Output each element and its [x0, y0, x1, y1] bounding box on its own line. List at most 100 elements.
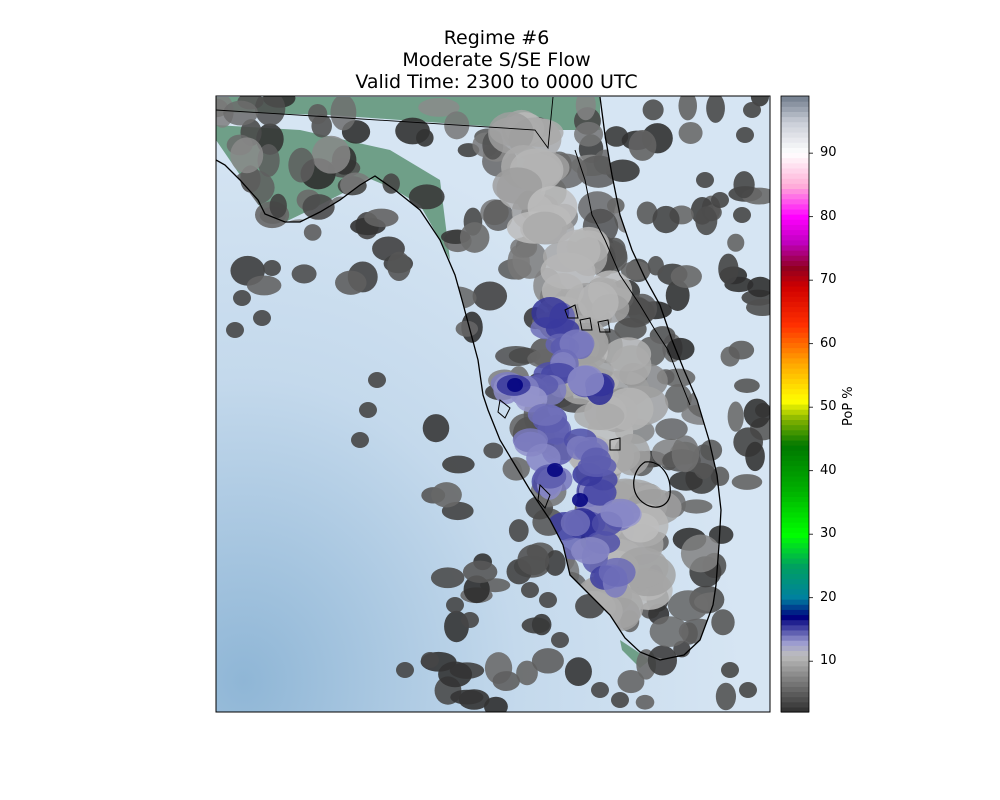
colorbar-segment: [781, 635, 809, 641]
pop-cell-low: [680, 499, 713, 514]
pop-cell-moderate: [257, 144, 280, 177]
colorbar-tick-label: 30: [820, 526, 837, 542]
colorbar-segment: [781, 101, 809, 107]
colorbar-segment: [781, 224, 809, 231]
colorbar: [781, 96, 809, 713]
pop-cell-isolated: [351, 432, 369, 448]
pop-cell-isolated: [446, 597, 464, 613]
pop-cell-low: [727, 233, 745, 252]
colorbar-segment: [781, 321, 809, 328]
colorbar-segment: [781, 604, 809, 610]
pop-cell-isolated: [696, 172, 714, 188]
colorbar-segment: [781, 280, 809, 287]
colorbar-segment: [781, 198, 809, 205]
pop-cell-high: [574, 402, 625, 431]
pop-cell-low: [516, 660, 538, 686]
pop-cell-low: [635, 694, 655, 710]
pop-cell-low: [408, 184, 445, 210]
colorbar-segment: [781, 629, 809, 636]
colorbar-segment: [781, 419, 809, 426]
colorbar-segment: [781, 244, 809, 251]
colorbar-segment: [781, 429, 809, 436]
pop-cell-high: [577, 281, 619, 323]
title-regime: Regime #6: [443, 27, 550, 49]
pop-cell-low: [422, 414, 450, 443]
pop-cell-low: [395, 117, 430, 145]
colorbar-segment: [781, 398, 809, 405]
pop-cell-low: [647, 645, 678, 676]
pop-cell-moderate: [311, 135, 351, 174]
colorbar-segment: [781, 250, 809, 256]
state-border: [216, 96, 554, 150]
pop-cell-low: [647, 255, 664, 276]
colorbar-segment: [781, 511, 809, 518]
colorbar-segment: [781, 619, 809, 626]
pop-cell-low: [743, 398, 770, 428]
colorbar-segment: [781, 655, 809, 662]
pop-cell-low: [442, 455, 475, 474]
pop-cell-low: [544, 550, 566, 576]
pop-cell-high: [613, 433, 651, 476]
colorbar-segment: [781, 368, 809, 374]
pop-cell-low: [718, 253, 739, 285]
pop-cell-max: [600, 498, 641, 528]
colorbar-segment: [781, 527, 809, 533]
pop-cell-low: [628, 129, 657, 161]
pop-cell-low: [745, 441, 765, 472]
pop-cell-low: [605, 159, 640, 183]
colorbar-segment: [781, 167, 809, 174]
colorbar-segment: [781, 147, 809, 154]
colorbar-segment: [781, 573, 809, 580]
pop-cell-low: [517, 544, 550, 576]
pop-cell-low: [303, 224, 322, 241]
colorbar-segment: [781, 142, 809, 148]
pop-cell-low: [617, 669, 645, 694]
colorbar-segment: [781, 337, 809, 343]
pop-cell-isolated: [368, 372, 386, 388]
pop-cell-low: [387, 251, 411, 281]
colorbar-segment: [781, 516, 809, 523]
colorbar-segment: [781, 229, 809, 236]
colorbar-segment: [781, 265, 809, 272]
pop-cell-moderate: [330, 97, 357, 131]
colorbar-segment: [781, 291, 809, 297]
pop-cell-isolated: [233, 290, 251, 306]
colorbar-segment: [781, 496, 809, 503]
colorbar-segment: [781, 450, 809, 456]
pop-cell-low: [734, 378, 760, 393]
pop-cell-low: [483, 442, 504, 459]
pop-cell-moderate: [418, 98, 460, 117]
pop-cell-low: [531, 613, 552, 636]
colorbar-segment: [781, 501, 809, 508]
pop-cell-isolated: [743, 102, 761, 118]
pop-cell-low: [652, 205, 680, 234]
pop-cell-isolated: [359, 402, 377, 418]
pop-cell-low: [430, 567, 465, 589]
colorbar-segment: [781, 424, 809, 431]
colorbar-segment: [781, 409, 809, 415]
colorbar-segment: [781, 558, 809, 564]
colorbar-segment: [781, 455, 809, 462]
pop-cell-isolated: [421, 652, 439, 668]
colorbar-segment: [781, 373, 809, 379]
pop-cell-low: [745, 298, 770, 317]
colorbar-segment: [781, 178, 809, 184]
colorbar-segment: [781, 311, 809, 318]
pop-cell-moderate: [288, 147, 315, 183]
colorbar-segment: [781, 583, 809, 590]
colorbar-segment: [781, 316, 809, 323]
colorbar-segment: [781, 522, 809, 528]
pop-cell-high: [610, 345, 652, 385]
colorbar-segment: [781, 388, 809, 395]
colorbar-segment: [781, 670, 809, 677]
pop-cell-isolated: [253, 310, 271, 326]
colorbar-segment: [781, 532, 809, 539]
pop-cell-isolated: [539, 592, 557, 608]
pop-cell-moderate: [671, 435, 700, 473]
colorbar-segment: [781, 547, 809, 554]
colorbar-segment: [781, 393, 809, 400]
colorbar-segment: [781, 121, 809, 128]
pop-cell-low: [308, 103, 328, 125]
colorbar-segment: [781, 214, 809, 220]
